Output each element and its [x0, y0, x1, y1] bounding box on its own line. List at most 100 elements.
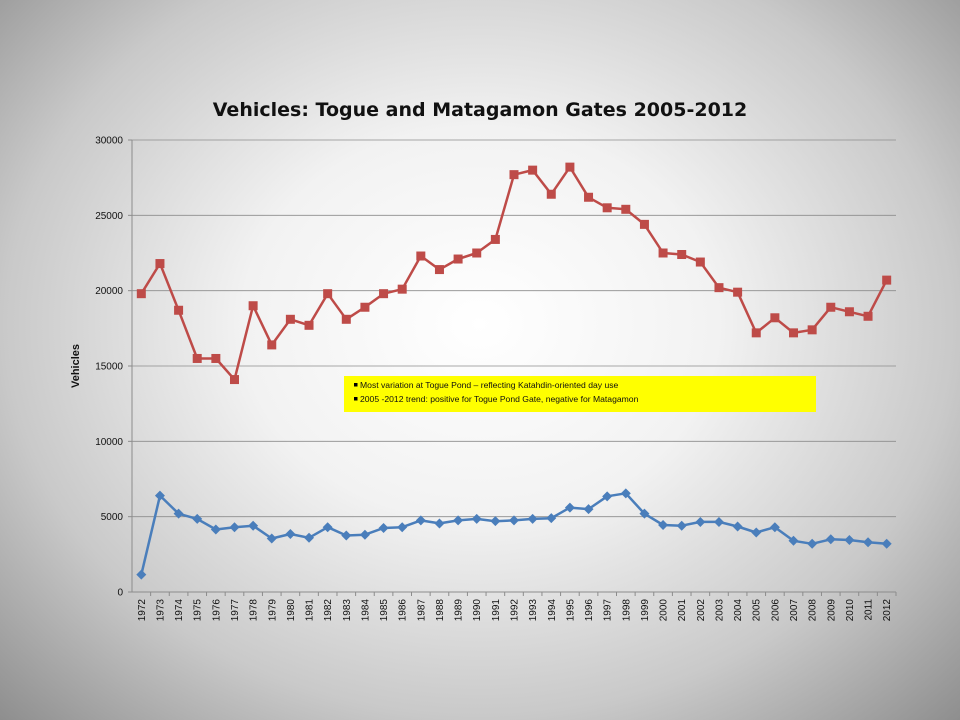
- x-tick-1977: 1977: [230, 599, 241, 622]
- series-2-point-2003: [713, 516, 724, 527]
- series-2-point-1972: [136, 569, 147, 580]
- chart-title: Vehicles: Togue and Matagamon Gates 2005…: [213, 99, 747, 121]
- x-tick-1978: 1978: [249, 599, 260, 622]
- y-tick-30000: 30000: [95, 136, 123, 147]
- series-2-point-1991: [490, 516, 501, 527]
- gridlines: [132, 139, 896, 518]
- series-1-point-1997: [602, 203, 612, 213]
- series-2-point-1998: [620, 488, 631, 499]
- series-2-point-2002: [695, 516, 706, 527]
- series-2-point-1980: [285, 528, 296, 539]
- series-2-point-1985: [378, 522, 389, 533]
- series-2-point-1990: [471, 513, 482, 524]
- series-1-point-1985: [379, 289, 389, 299]
- x-tick-2002: 2002: [696, 599, 707, 622]
- series-1-point-1988: [434, 265, 444, 275]
- series-1-point-1975: [192, 353, 202, 363]
- x-tick-1983: 1983: [342, 599, 353, 622]
- y-tick-10000: 10000: [95, 437, 123, 448]
- y-tick-0: 0: [117, 588, 123, 599]
- series-2-point-1997: [602, 491, 613, 502]
- x-tick-1976: 1976: [211, 599, 222, 622]
- annotation-line-1: Most variation at Togue Pond – reflectin…: [360, 380, 619, 390]
- series-1-point-1990: [472, 248, 482, 258]
- series-2-point-2008: [807, 538, 818, 549]
- x-tick-1988: 1988: [435, 599, 446, 622]
- annotation-bullet-2: [354, 397, 358, 401]
- series-2-point-2010: [844, 535, 855, 546]
- x-tick-1997: 1997: [603, 599, 614, 622]
- axes: [128, 139, 897, 596]
- series-1-point-2000: [658, 248, 668, 258]
- series-1-line: [140, 165, 888, 381]
- x-tick-2007: 2007: [789, 599, 800, 622]
- x-tick-2008: 2008: [808, 599, 819, 622]
- series-1-point-1987: [416, 251, 426, 261]
- x-tick-1981: 1981: [305, 599, 316, 622]
- x-tick-2010: 2010: [845, 599, 856, 622]
- series-2-point-2006: [769, 522, 780, 533]
- series-2-point-1988: [434, 518, 445, 529]
- series-2-point-2005: [751, 527, 762, 538]
- series-2-point-1975: [192, 513, 203, 524]
- series-1-point-2006: [770, 313, 780, 323]
- y-tick-labels: 0 5000 10000 15000 20000 25000 30000: [95, 136, 123, 599]
- series-2-point-2012: [881, 538, 892, 549]
- series-2-point-1994: [546, 513, 557, 524]
- x-tick-1999: 1999: [640, 599, 651, 622]
- series-1-point-2002: [695, 257, 705, 267]
- series-2-point-2011: [863, 537, 874, 548]
- y-tick-20000: 20000: [95, 286, 123, 297]
- series-1-point-2010: [844, 307, 854, 317]
- series-1-point-1983: [341, 314, 351, 324]
- series-2-point-2004: [732, 521, 743, 532]
- annotation-box: Most variation at Togue Pond – reflectin…: [344, 376, 816, 412]
- series-group: [136, 162, 892, 580]
- y-tick-5000: 5000: [101, 512, 124, 523]
- series-1-point-1994: [546, 189, 556, 199]
- series-2-point-1977: [229, 522, 240, 533]
- series-2-point-1981: [304, 532, 315, 543]
- x-tick-1974: 1974: [174, 599, 185, 622]
- series-1-point-2011: [863, 311, 873, 321]
- series-1-point-2012: [882, 275, 892, 285]
- series-2-point-1974: [173, 508, 184, 519]
- x-tick-2001: 2001: [677, 599, 688, 622]
- series-2-point-1976: [210, 524, 221, 535]
- series-1-point-2003: [714, 283, 724, 293]
- x-tick-2003: 2003: [714, 599, 725, 622]
- series-1-point-1973: [155, 259, 165, 269]
- series-1-point-1976: [211, 353, 221, 363]
- series-2-point-2000: [658, 519, 669, 530]
- series-2-point-1993: [527, 513, 538, 524]
- series-1-point-1989: [453, 254, 463, 264]
- x-tick-2012: 2012: [882, 599, 893, 622]
- y-tick-15000: 15000: [95, 362, 123, 373]
- series-2-point-1989: [453, 515, 464, 526]
- series-2-point-1983: [341, 530, 352, 541]
- series-1-point-2005: [751, 328, 761, 338]
- series-1-point-1986: [397, 284, 407, 294]
- series-2-point-1979: [266, 533, 277, 544]
- series-1-point-2009: [826, 302, 836, 312]
- x-tick-2000: 2000: [659, 599, 670, 622]
- series-2-point-1973: [154, 490, 165, 501]
- x-tick-2004: 2004: [733, 599, 744, 622]
- series-2-point-2001: [676, 520, 687, 531]
- series-1-point-1984: [360, 302, 370, 312]
- series-2-point-1995: [564, 502, 575, 513]
- series-1-point-1991: [490, 234, 500, 244]
- series-1-point-1977: [229, 375, 239, 385]
- series-1-point-1974: [174, 305, 184, 315]
- x-tick-1979: 1979: [267, 599, 278, 622]
- annotation-background: [344, 376, 816, 412]
- series-2-point-1996: [583, 504, 594, 515]
- y-axis-label: Vehicles: [70, 344, 82, 388]
- series-1-point-2007: [789, 328, 799, 338]
- x-tick-1985: 1985: [379, 599, 390, 622]
- x-tick-1996: 1996: [584, 599, 595, 622]
- series-1-point-1995: [565, 162, 575, 172]
- x-tick-2011: 2011: [864, 599, 875, 621]
- x-tick-1972: 1972: [137, 599, 148, 622]
